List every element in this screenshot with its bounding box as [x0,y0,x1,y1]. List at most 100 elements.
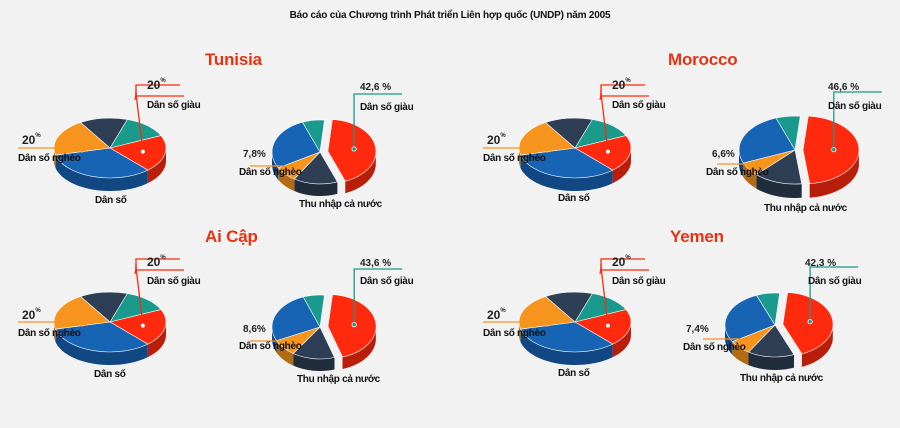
income-caption: Thu nhập cả nước [740,373,823,384]
poor-slice-side [743,163,757,189]
rich-label: Dân số giàu [147,100,201,111]
rich-pop-value: 20 [612,78,626,92]
poor-income-pct: 7,4% [686,324,709,335]
rich-slice-side [612,148,631,184]
leader-lines [703,266,859,346]
middle-slice-2-side [520,155,613,191]
rich-label: Dân số giàu [612,100,666,111]
poor-slice-side [732,341,749,366]
poor-pop-pct: 20% [487,308,506,322]
poor-label: Dân số nghèo [239,167,302,178]
middle-slice-1-side [294,179,338,196]
poor-leader-line [703,338,744,346]
rich-income-value: 43,6 [360,258,380,269]
rich-slice-side [342,327,376,369]
middle-slice-2 [520,147,614,179]
poor-pop-pct: 20% [22,308,41,322]
country-title-tunisia: Tunisia [205,50,262,69]
percent-sign: % [500,133,506,139]
rich-leader-line [833,91,882,150]
middle-slice-2 [271,121,321,169]
rich-pop-pct: 20% [612,255,631,269]
poor-leader-line [483,147,548,153]
rich-leader-line [135,258,180,270]
population-caption: Dân số [558,368,590,379]
middle-slice-3 [756,292,781,326]
pie-side [519,322,631,365]
percent-sign: % [382,82,392,93]
middle-slice-2-side [55,329,148,365]
rich-label: Dân số giàu [360,102,414,113]
rich-leader-line [353,268,403,325]
rich-slice [574,309,632,345]
percent-sign: % [160,78,166,84]
middle-slice-3 [302,119,325,153]
poor-leader-line [250,340,288,346]
leader-lines [483,258,649,328]
leader-dot [807,319,813,325]
leader-dot [831,147,837,153]
rich-pop-value: 20 [147,78,161,92]
rich-pop-value: 20 [612,255,626,269]
population-caption: Dân số [558,193,590,204]
middle-slice-2-side [725,325,733,355]
rich-pop-value: 20 [147,255,161,269]
rich-slice [109,135,167,171]
poor-slice-side [54,148,56,169]
rich-slice [574,135,632,171]
poor-income-value: 8,6 [243,324,257,335]
percent-sign: % [160,255,166,261]
pie-side [54,322,166,365]
percent-sign: % [256,324,266,335]
middle-slice-2 [55,321,149,353]
percent-sign: % [35,308,41,314]
poor-pop-value: 20 [22,308,36,322]
rich-label: Dân số giàu [808,276,862,287]
rich-slice-side [801,325,833,367]
percent-sign: % [725,149,735,160]
poor-leader-line [18,147,83,153]
pie-side [725,325,833,370]
middle-slice-2 [271,296,321,341]
poor-income-value: 7,4 [686,324,700,335]
poor-slice [53,122,111,156]
poor-slice-side [276,340,294,366]
country-title-morocco: Morocco [668,50,738,69]
middle-slice-2 [55,147,149,179]
leader-dot [605,149,610,154]
leader-lines [18,258,184,328]
rich-slice-side [147,148,166,184]
country-title-yemen: Yemen [670,227,724,246]
middle-slice-3 [545,291,593,323]
poor-label: Dân số nghèo [706,167,769,178]
middle-slice-3 [302,294,325,328]
percent-sign: % [827,258,837,269]
leader-lines [18,84,184,154]
pie-side [54,148,166,191]
poor-income-value: 7,8 [243,149,257,160]
middle-slice-1-side [756,174,802,198]
poor-slice [53,296,111,330]
rich-pop-pct: 20% [612,78,631,92]
poor-label: Dân số nghèo [683,342,746,353]
income-caption: Thu nhập cả nước [764,203,847,214]
rich-slice-side [345,153,376,194]
rich-income-pct: 43,6 % [360,258,391,269]
pie-side [519,148,631,191]
pie-group [738,115,860,198]
middle-slice-1-side [748,352,794,370]
rich-slice [109,309,167,345]
percent-sign: % [850,82,860,93]
pie-group [518,117,632,191]
poor-pop-value: 20 [487,133,501,147]
poor-slice [518,122,576,156]
rich-slice-side [147,322,166,358]
middle-slice-3 [775,115,801,151]
rich-label: Dân số giàu [147,276,201,287]
rich-pop-pct: 20% [147,255,166,269]
poor-pop-value: 20 [487,308,501,322]
poor-slice [518,296,576,330]
poor-pop-pct: 20% [22,133,41,147]
middle-slice-1 [747,324,795,358]
rich-leader-line [135,84,180,96]
